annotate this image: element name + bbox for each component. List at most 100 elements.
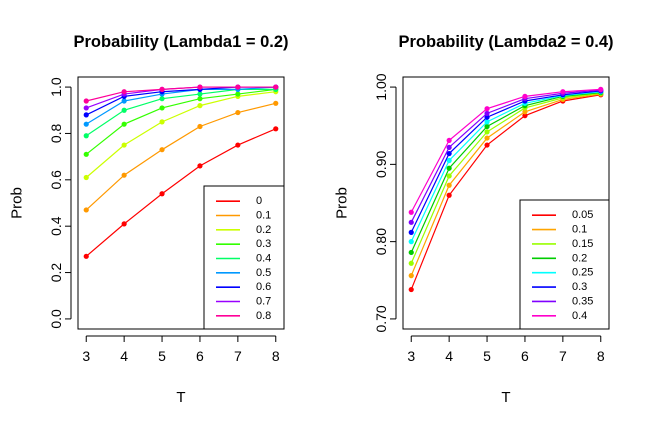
series-line	[86, 86, 276, 102]
legend-label: 0.4	[256, 253, 271, 265]
data-point	[484, 110, 490, 116]
data-point	[159, 147, 165, 153]
data-point	[598, 86, 604, 92]
x-tick-label: 3	[407, 348, 415, 364]
series-0	[83, 126, 279, 259]
data-point	[522, 113, 528, 119]
legend-label: 0.15	[572, 238, 593, 250]
data-point	[408, 260, 414, 266]
data-point	[159, 119, 165, 125]
data-point	[484, 106, 490, 112]
legend-label: 0.6	[256, 281, 271, 293]
data-point	[235, 142, 241, 148]
x-axis-label: T	[176, 389, 185, 406]
x-axis-label: T	[501, 389, 510, 406]
data-point	[446, 192, 452, 198]
legend-label: 0.2	[572, 252, 587, 264]
legend-label: 0.3	[256, 238, 271, 250]
y-tick-label: 0.2	[48, 263, 64, 283]
data-point	[560, 89, 566, 95]
data-point	[159, 86, 165, 92]
legend: 0 0.1 0.2 0.3 0.4 0.5 0.6 0.7 0.8	[203, 185, 285, 330]
data-point	[408, 249, 414, 256]
legend-label: 0.35	[572, 295, 593, 307]
data-point	[83, 207, 89, 213]
data-point	[484, 129, 490, 135]
data-point	[484, 119, 490, 125]
data-point	[484, 142, 490, 148]
data-point	[522, 109, 528, 115]
series-line	[85, 102, 276, 211]
data-point	[408, 219, 414, 225]
x-tick-label: 5	[158, 348, 166, 364]
legend: 0.05 0.1 0.15 0.2 0.25 0.3 0.35 0.4	[519, 199, 610, 330]
data-point	[484, 123, 490, 130]
data-point	[522, 93, 528, 99]
y-tick-label: 0.80	[373, 228, 389, 255]
data-point	[121, 142, 127, 148]
legend-box	[519, 199, 610, 330]
data-point	[83, 112, 89, 118]
data-point	[235, 109, 241, 116]
data-point	[273, 84, 279, 90]
x-tick-label: 7	[559, 348, 567, 364]
series-line	[85, 91, 276, 178]
x-tick-label: 5	[483, 348, 491, 364]
series-line	[85, 86, 276, 125]
x-tick-label: 4	[445, 348, 453, 364]
data-point	[121, 107, 127, 113]
data-point	[446, 182, 452, 188]
legend-label: 0.1	[256, 210, 271, 222]
series-line	[85, 128, 276, 257]
legend-label: 0.1	[572, 224, 587, 236]
data-point	[83, 121, 89, 127]
data-point	[408, 209, 414, 215]
y-tick-label: 0.90	[373, 151, 389, 178]
data-point	[121, 172, 127, 178]
y-tick-label: 0.0	[48, 309, 64, 329]
y-tick-label: 0.70	[373, 305, 389, 332]
legend-label: 0.2	[256, 224, 271, 236]
data-point	[446, 157, 452, 164]
data-point	[197, 123, 203, 130]
chart-panel-2: Probability (Lambda2 = 0.4) 3 4 5 6 7 8 0.70 0.8…	[334, 33, 614, 406]
x-tick-label: 6	[196, 348, 204, 364]
data-point	[83, 133, 89, 139]
y-tick-label: 0.6	[48, 170, 64, 190]
data-point	[83, 151, 89, 157]
data-point	[408, 239, 414, 245]
data-point	[159, 105, 165, 111]
data-point	[121, 121, 127, 127]
data-point	[159, 191, 165, 197]
data-point	[273, 126, 279, 132]
data-point	[235, 84, 241, 90]
legend-box	[203, 185, 285, 330]
data-point	[121, 221, 127, 227]
chart-panel-1: Probability (Lambda1 = 0.2)3 4 5 6 7 80.00.20…	[9, 33, 289, 406]
data-point	[83, 105, 89, 111]
data-point	[159, 96, 165, 102]
legend-label: 0.25	[572, 267, 593, 279]
series-line	[410, 88, 601, 213]
data-point	[484, 114, 490, 120]
data-point	[408, 229, 414, 235]
data-point	[446, 173, 452, 179]
legend-label: 0.3	[572, 281, 587, 293]
series-line	[410, 91, 601, 253]
data-point	[83, 253, 89, 259]
data-point	[484, 135, 490, 141]
y-tick-label: 0.4	[48, 216, 64, 236]
y-tick-label: 1.00	[373, 73, 389, 100]
data-point	[197, 84, 203, 90]
y-axis-label: Prob	[9, 187, 26, 219]
legend-label: 0.8	[256, 310, 271, 322]
y-tick-label: 0.8	[48, 124, 64, 144]
data-point	[121, 89, 127, 95]
y-tick-label: 1.0	[48, 77, 64, 97]
chart-title: Probability (Lambda1 = 0.2)	[73, 33, 288, 51]
data-point	[197, 103, 203, 109]
y-axis-label: Prob	[334, 187, 351, 219]
data-point	[197, 96, 203, 102]
series-line	[410, 92, 601, 264]
series-line	[85, 88, 276, 155]
